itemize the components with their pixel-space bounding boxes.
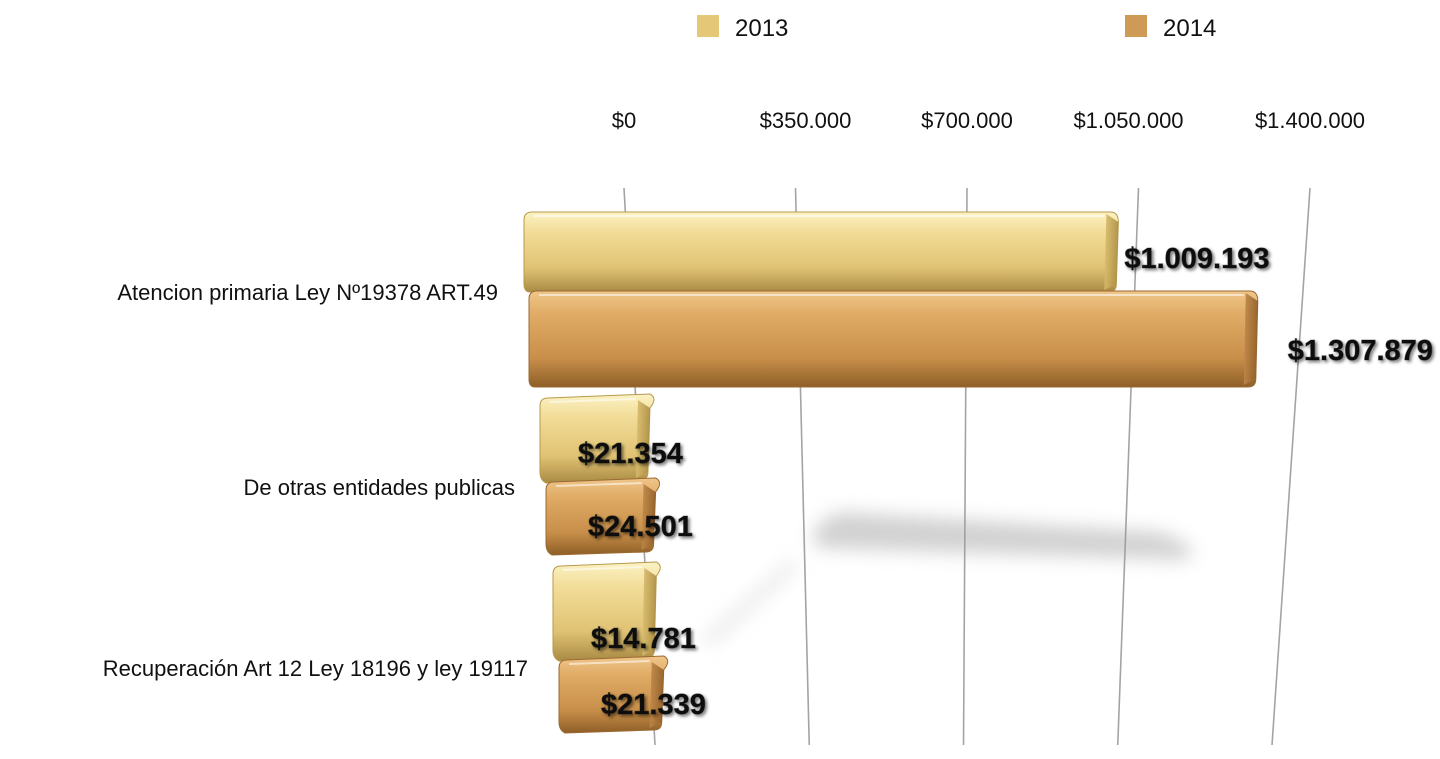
x-axis-ticks: $0 $350.000 $700.000 $1.050.000 $1.400.000 [612,108,1365,133]
y-category-label: Atencion primaria Ley Nº19378 ART.49 [117,280,498,305]
bar-cap-2014-2 [649,662,664,728]
data-label-2013-1: $21.354 [578,438,683,470]
data-label-2014-1: $24.501 [588,511,693,543]
bar-cap-2013-2 [642,568,657,656]
bar-shadow [700,560,800,646]
x-tick-label: $700.000 [921,108,1013,133]
bar-highlight-2013-1 [549,398,636,403]
bar-2013-0 [523,211,1119,293]
bar-cap-2013-1 [635,400,650,478]
legend-swatch-2014 [1125,15,1147,37]
data-label-2014-0: $1.307.879 [1288,335,1433,367]
data-label-2013-0: $1.009.193 [1124,243,1269,275]
legend-label-2014: 2014 [1163,15,1216,42]
x-tick-label: $350.000 [760,108,852,133]
bar-2014-2 [558,655,669,734]
bars [523,211,1259,734]
bar-cap-2013-0 [1104,214,1119,290]
legend-label-2013: 2013 [735,15,788,42]
legend-swatch-2013 [697,15,719,37]
bar-2014-0 [528,290,1259,388]
bar-highlight-2013-2 [562,566,643,571]
bar-cap-2014-1 [641,484,656,550]
bar-2014-1 [545,477,661,556]
bar-highlight-2014-1 [555,482,642,487]
gridline [1116,187,1140,746]
y-category-label: Recuperación Art 12 Ley 18196 y ley 1911… [103,656,528,681]
data-labels: $1.009.193 $1.307.879 $21.354 $24.501 $14.78… [578,243,1434,722]
floor-shadow [700,512,1192,646]
y-category-label: De otras entidades publicas [244,475,516,500]
bar-shadow [813,512,1192,560]
legend: 2013 2014 [697,15,1216,42]
x-tick-label: $1.400.000 [1255,108,1365,133]
x-tick-label: $1.050.000 [1073,108,1183,133]
y-axis-categories: Atencion primaria Ley Nº19378 ART.49 De o… [103,280,528,681]
gridline [1271,187,1311,746]
bar-highlight-2014-2 [568,660,650,665]
bar-cap-2014-0 [1243,293,1258,385]
data-label-2013-2: $14.781 [591,623,696,655]
data-label-2014-2: $21.339 [601,689,706,721]
x-tick-label: $0 [612,108,636,133]
